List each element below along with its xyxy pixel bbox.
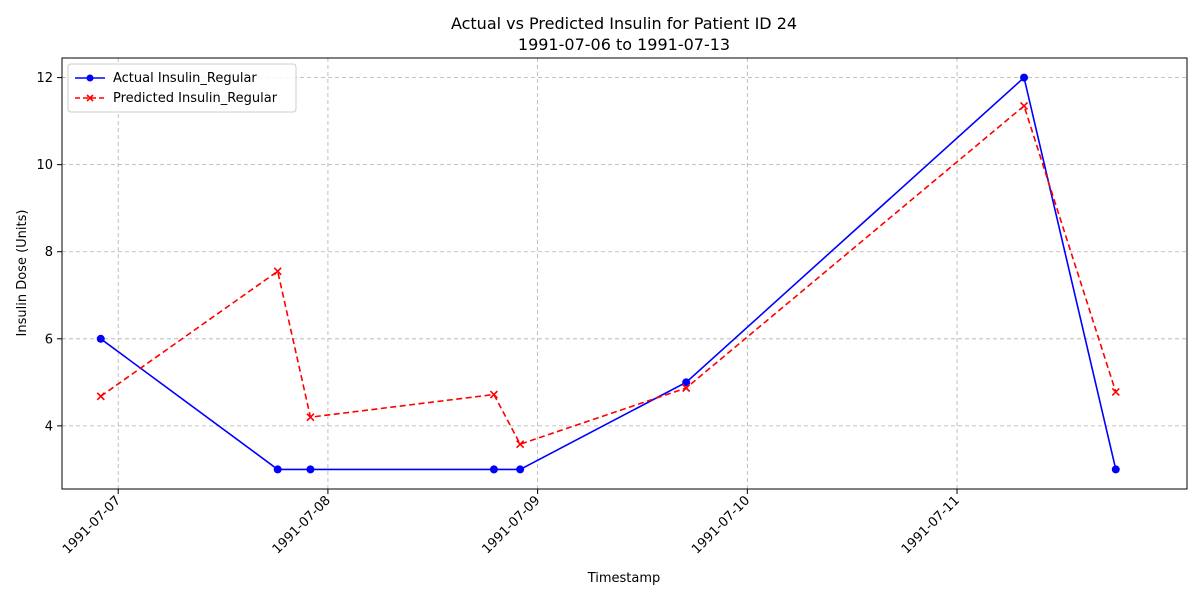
legend-box bbox=[67, 63, 297, 113]
legend: Actual Insulin_Regular Predicted Insulin… bbox=[67, 63, 297, 113]
data-point-actual bbox=[682, 378, 691, 387]
x-tick-label: 1991-07-09 bbox=[479, 493, 543, 557]
data-point-predicted bbox=[682, 383, 691, 393]
data-point-actual bbox=[306, 465, 315, 474]
data-point-predicted bbox=[1111, 387, 1120, 396]
x-tick-label: 1991-07-10 bbox=[689, 493, 753, 557]
data-point-actual bbox=[1020, 73, 1029, 82]
series-line-actual bbox=[100, 76, 1117, 471]
data-point-predicted bbox=[489, 390, 499, 399]
y-tick-label: 10 bbox=[36, 158, 53, 173]
series-line-predicted bbox=[100, 104, 1117, 446]
y-axis-label: Insulin Dose (Units) bbox=[15, 210, 30, 337]
data-point-actual bbox=[516, 465, 525, 474]
plot-frame bbox=[61, 57, 1188, 490]
data-point-actual bbox=[1111, 465, 1120, 474]
x-tick-label: 1991-07-08 bbox=[270, 493, 334, 557]
y-tick-label: 6 bbox=[45, 332, 53, 347]
data-point-predicted bbox=[516, 440, 525, 449]
y-tick-label: 12 bbox=[36, 71, 53, 86]
data-point-predicted bbox=[306, 413, 315, 422]
axis-ticks: 1991-07-07 1991-07-08 1991-07-09 1991-07-10… bbox=[36, 71, 962, 557]
data-point-predicted bbox=[1019, 101, 1029, 110]
legend-marker-predicted bbox=[86, 94, 94, 102]
data-point-actual bbox=[489, 465, 498, 474]
legend-label-actual: Actual Insulin_Regular bbox=[113, 71, 257, 86]
chart-subtitle: 1991-07-06 to 1991-07-13 bbox=[518, 35, 730, 54]
x-tick-label: 1991-07-11 bbox=[899, 493, 963, 557]
legend-marker-actual bbox=[86, 74, 94, 82]
x-axis-label: Timestamp bbox=[587, 571, 661, 586]
legend-label-predicted: Predicted Insulin_Regular bbox=[113, 91, 278, 106]
series-layer bbox=[96, 73, 1120, 474]
chart-title: Actual vs Predicted Insulin for Patient … bbox=[451, 14, 797, 33]
grid bbox=[62, 58, 1187, 489]
x-tick-label: 1991-07-07 bbox=[60, 493, 124, 557]
data-point-predicted bbox=[273, 267, 282, 276]
data-point-actual bbox=[273, 465, 282, 474]
y-tick-label: 4 bbox=[45, 419, 53, 434]
y-tick-label: 8 bbox=[45, 245, 53, 260]
data-point-predicted bbox=[96, 392, 105, 401]
data-point-actual bbox=[96, 334, 105, 343]
